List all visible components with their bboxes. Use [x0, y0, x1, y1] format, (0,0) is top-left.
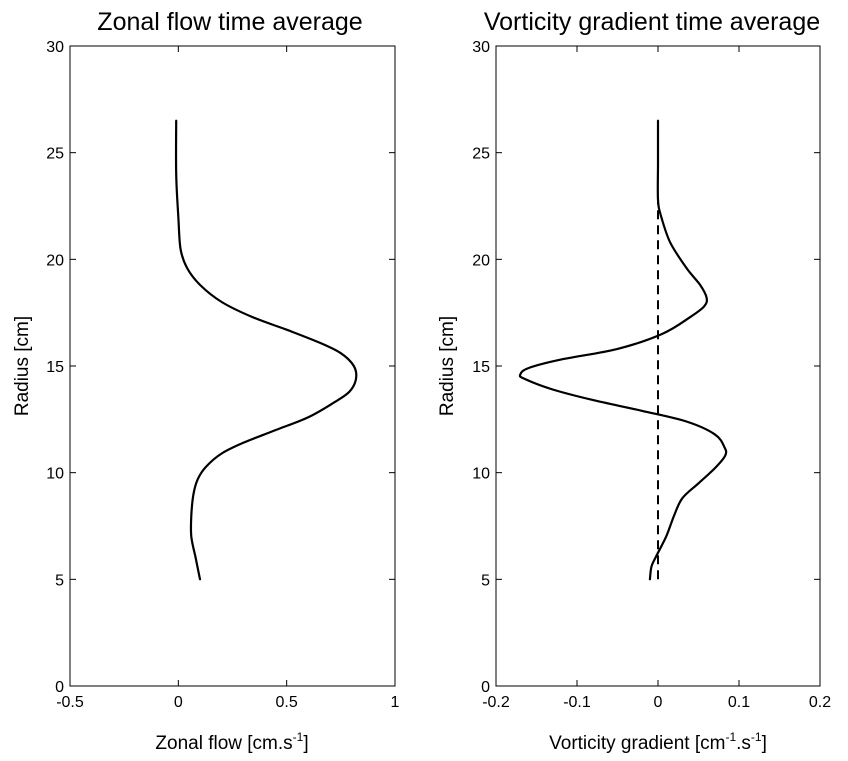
zonal-flow-title: Zonal flow time average [97, 8, 362, 36]
zonal-flow-xlabel: Zonal flow [cm.s-1] [155, 730, 308, 754]
zonal-flow-xlabel-main: Zonal flow [cm.s [155, 733, 292, 754]
vorticity-gradient-chart: Vorticity gradient time average -0.2 -0.1… [437, 8, 831, 754]
y-tick-label: 25 [46, 146, 64, 163]
y-tick-label: 10 [472, 466, 490, 483]
y-tick-label: 25 [472, 146, 490, 163]
x-tick-label: 0.2 [809, 694, 831, 711]
y-tick-label: 15 [46, 359, 64, 376]
zonal-flow-plot-frame [69, 45, 396, 687]
vorticity-gradient-ticks: -0.2 -0.1 0 0.1 0.2 0 5 10 15 20 25 30 [472, 39, 831, 711]
y-tick-label: 5 [481, 572, 490, 589]
vorticity-gradient-ylabel: Radius [cm] [437, 316, 458, 416]
vorticity-gradient-title: Vorticity gradient time average [484, 8, 820, 36]
y-tick-label: 30 [46, 39, 64, 56]
y-tick-label: 10 [46, 466, 64, 483]
y-tick-label: 0 [55, 679, 64, 696]
zonal-flow-ylabel: Radius [cm] [12, 316, 33, 416]
zonal-flow-curve [174, 119, 358, 581]
vorticity-gradient-xlabel-main: Vorticity gradient [cm [549, 733, 725, 754]
y-tick-label: 20 [472, 252, 490, 269]
x-tick-label: 0.5 [276, 694, 298, 711]
x-tick-label: 0 [174, 694, 183, 711]
y-tick-label: 5 [55, 572, 64, 589]
x-tick-label: 0 [654, 694, 663, 711]
y-tick-label: 15 [472, 359, 490, 376]
vorticity-gradient-xlabel: Vorticity gradient [cm-1.s-1] [549, 730, 767, 754]
zonal-flow-chart: Zonal flow time average -0.5 0 0.5 10510152… [12, 8, 400, 754]
vorticity-gradient-curve [518, 119, 728, 581]
vorticity-gradient-xlabel-close: ] [762, 733, 767, 754]
y-tick-label: 0 [481, 679, 490, 696]
x-tick-label: 0.1 [728, 694, 750, 711]
vorticity-gradient-xlabel-sup1: -1 [725, 730, 736, 744]
vorticity-gradient-xlabel-mid: .s [736, 733, 751, 754]
y-tick-label: 20 [46, 252, 64, 269]
vorticity-gradient-xlabel-sup2: -1 [751, 730, 762, 744]
y-tick-label: 30 [472, 39, 490, 56]
zonal-flow-xlabel-sup: -1 [293, 730, 304, 744]
zonal-flow-xlabel-close: ] [303, 733, 308, 754]
x-tick-label: -0.2 [482, 694, 510, 711]
x-tick-label: -0.1 [563, 694, 591, 711]
x-tick-label: 1 [391, 694, 400, 711]
x-tick-label: -0.5 [56, 694, 84, 711]
